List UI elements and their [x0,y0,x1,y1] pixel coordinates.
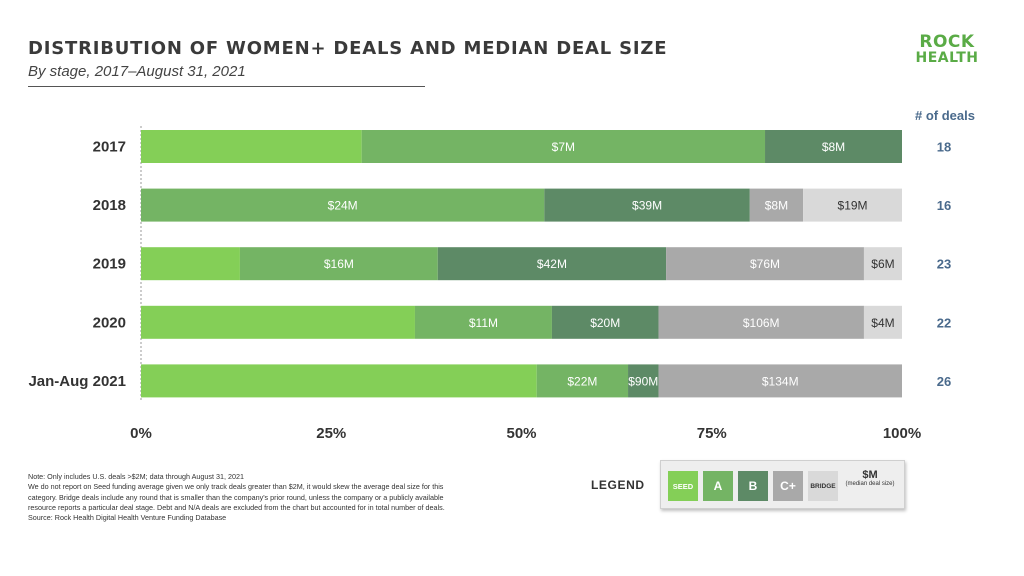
category-label: Jan-Aug 2021 [28,373,126,390]
bar-data-label: $19M [838,199,868,213]
bar-segment-c-plus [658,305,864,339]
deal-count-value: 22 [937,315,951,330]
legend-item-a: A [703,471,733,501]
category-label: 2019 [93,256,126,273]
footnote-source: Source: Rock Health Digital Health Ventu… [28,513,227,523]
footnote-line: We do not report on Seed funding average… [28,482,444,492]
footnote: Note: Only includes U.S. deals >$2M; dat… [28,472,553,523]
category-label: 2018 [93,197,126,214]
bar-data-label: $20M [590,316,620,330]
bar-segment-seed [141,247,240,281]
bar-data-label: $16M [324,257,354,271]
x-tick-label: 0% [130,425,152,442]
bar-segment-bridge [863,247,902,281]
legend-label: LEGEND [591,478,645,492]
bar-segment-c-plus [749,188,804,222]
stacked-bar-chart: 2017 $7M $8M 18 2018 $24M $39M $8M $19M 16 2019 $16… [28,126,951,442]
bar-data-label: $11M [469,316,498,330]
rock-health-logo: ROCK HEALTH [912,32,982,67]
bar-segment-bridge [803,188,902,222]
bar-data-label: $42M [537,257,567,271]
legend-item-bridge: BRIDGE [808,471,838,501]
x-tick-label: 50% [506,425,536,442]
bar-data-label: $90M [628,374,658,388]
bar-segment-a [536,364,629,398]
chart-title: DISTRIBUTION OF WOMEN+ DEALS AND MEDIAN … [28,38,668,59]
bar-data-label: $134M [762,374,799,388]
bar-segment-c-plus [666,247,864,281]
bar-data-label: $4M [871,316,894,330]
bar-segment-a [239,247,438,281]
deal-count-header: # of deals [915,108,975,123]
legend: SEED A B C+ BRIDGE $M (median deal size) [660,460,905,509]
bar-segment-b [437,247,667,281]
logo-line-2: HEALTH [915,50,979,66]
bar-data-label: $7M [552,140,575,154]
bar-segment-b [544,188,750,222]
bar-segment-b [551,305,659,339]
bar-segment-seed [141,305,415,339]
legend-median-symbol: $M [862,469,878,481]
bar-segment-seed [141,364,537,398]
x-tick-label: 25% [316,425,346,442]
footnote-line: category. Bridge deals include any round… [28,492,444,502]
bar-segment-bridge [863,305,902,339]
title-divider [28,86,425,87]
deal-count-value: 26 [937,374,951,389]
legend-median-size: $M (median deal size) [843,469,897,488]
bar-data-label: $22M [567,374,597,388]
deal-count-value: 23 [937,257,951,272]
bar-segment-a [141,188,545,222]
bar-data-label: $6M [871,257,894,271]
bar-data-label: $8M [822,140,845,154]
bar-segment-b [628,364,659,398]
bar-segment-b [765,130,902,163]
bar-data-label: $8M [765,199,788,213]
logo-line-1: ROCK [919,32,975,52]
footnote-line: resource reports a particular deal stage… [28,502,445,512]
legend-item-seed: SEED [668,471,698,501]
bar-segment-a [414,305,552,339]
deal-count-value: 18 [937,140,951,155]
footnote-line: Note: Only includes U.S. deals >$2M; dat… [28,472,244,481]
bar-data-label: $106M [743,316,780,330]
category-label: 2020 [93,314,126,331]
legend-item-c-plus: C+ [773,471,803,501]
category-label: 2017 [93,139,126,156]
bar-segment-seed [141,130,362,163]
chart-subtitle: By stage, 2017–August 31, 2021 [28,63,246,80]
x-tick-label: 100% [883,425,921,442]
legend-item-b: B [738,471,768,501]
x-tick-label: 75% [697,425,727,442]
bar-data-label: $39M [632,199,662,213]
legend-median-text: (median deal size) [845,481,895,487]
deal-count-value: 16 [937,198,951,213]
bar-data-label: $24M [328,199,358,213]
bar-segment-a [361,130,766,163]
bar-data-label: $76M [750,257,780,271]
bar-segment-c-plus [658,364,902,398]
